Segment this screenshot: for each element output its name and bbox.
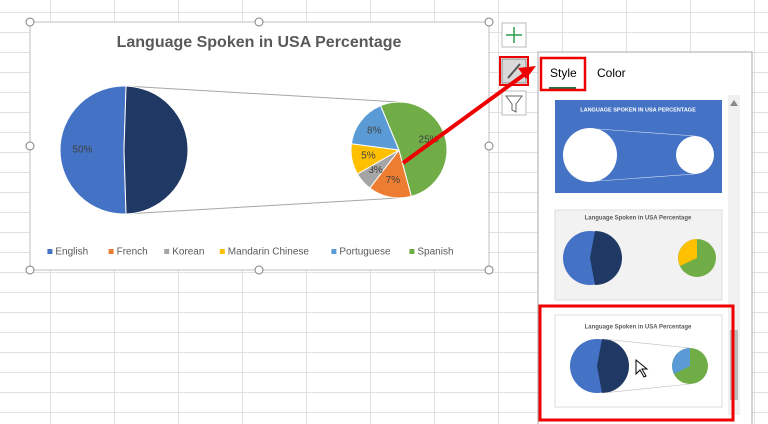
data-label: 8% xyxy=(367,126,382,137)
arrow xyxy=(401,72,527,165)
data-label: 3% xyxy=(368,165,383,176)
thumb-pie xyxy=(563,128,617,182)
highlight xyxy=(539,56,587,92)
legend-swatch xyxy=(331,249,337,254)
pie-slice xyxy=(59,85,127,215)
legend-label: Mandarin Chinese xyxy=(228,247,310,258)
brush-icon xyxy=(507,63,521,79)
resize-handles[interactable] xyxy=(25,17,494,275)
thumb-lines xyxy=(602,338,691,394)
legend-swatch xyxy=(219,249,225,254)
scroll-up[interactable] xyxy=(730,100,738,106)
data-label: 50% xyxy=(72,145,92,156)
pie-slice xyxy=(123,85,189,215)
chart-filters-button[interactable] xyxy=(501,90,527,116)
thumbnail-title: Language Spoken in USA Percentage xyxy=(585,325,692,331)
tab[interactable]: Color xyxy=(597,66,626,80)
data-label: 5% xyxy=(361,151,376,162)
plot: 50% 7%3% 5% 8% 25% xyxy=(59,85,448,215)
legend-label: English xyxy=(55,247,88,258)
cursor xyxy=(635,358,649,378)
legend-label: Korean xyxy=(172,247,204,258)
plus-icon xyxy=(506,27,522,43)
arrow-head xyxy=(518,66,536,79)
legend-label: Portuguese xyxy=(339,247,391,258)
legend-swatch xyxy=(409,249,415,254)
legend-swatch xyxy=(108,249,114,254)
thumbnail-title: LANGUAGE SPOKEN IN USA PERCENTAGE xyxy=(580,107,696,113)
pie-slice xyxy=(350,105,400,151)
thumb-slice xyxy=(678,239,697,266)
filter-icon xyxy=(505,95,523,113)
legend-label: Spanish xyxy=(417,247,453,258)
tab[interactable]: Style xyxy=(550,66,577,80)
thumbnail-title: Language Spoken in USA Percentage xyxy=(585,216,692,222)
legend-swatch xyxy=(164,249,170,254)
connector-line xyxy=(126,85,400,215)
legend-swatch xyxy=(47,249,53,254)
thumb-slice xyxy=(672,348,690,374)
thumb-slice xyxy=(590,231,622,285)
chart-title: Language Spoken in USA Percentage xyxy=(117,34,402,51)
thumb-slice xyxy=(597,339,629,393)
legend-label: French xyxy=(117,247,148,258)
thumb-lines xyxy=(597,128,696,182)
legend: English French Korean Mandarin Chinese Portu… xyxy=(47,247,454,258)
data-label: 25% xyxy=(419,135,439,146)
thumb-pie xyxy=(676,136,714,174)
highlight xyxy=(538,304,735,422)
data-label: 7% xyxy=(386,175,401,186)
